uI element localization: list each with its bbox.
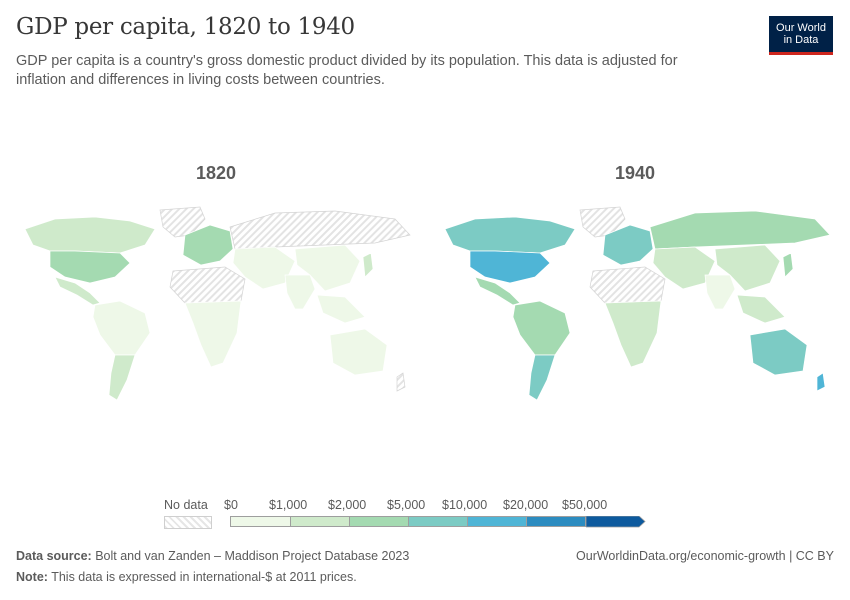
region-south-america-south[interactable]: [108, 354, 136, 401]
legend-bin-label: $20,000: [503, 498, 549, 512]
footer-note-text: This data is expressed in international-…: [51, 570, 357, 584]
legend-bin-label: $0: [224, 498, 238, 512]
region-europe[interactable]: [182, 224, 234, 266]
footer-source-label: Data source:: [16, 549, 92, 563]
region-south-america-north[interactable]: [512, 300, 571, 356]
region-south-america-south[interactable]: [528, 354, 556, 401]
region-australia[interactable]: [749, 328, 808, 376]
region-usa[interactable]: [49, 250, 131, 284]
owid-logo[interactable]: Our World in Data: [769, 16, 833, 55]
logo-line-1: Our World: [776, 22, 826, 34]
region-africa-south[interactable]: [604, 300, 662, 368]
world-map-1820[interactable]: [5, 205, 420, 420]
region-mexico[interactable]: [54, 276, 101, 306]
legend-no-data-swatch[interactable]: [164, 516, 212, 529]
legend-bin-2[interactable]: [350, 516, 409, 527]
region-middle-east[interactable]: [652, 246, 716, 290]
legend-bin-0[interactable]: [230, 516, 291, 527]
legend-bin-label: $2,000: [328, 498, 367, 512]
legend-bin-label: $50,000: [562, 498, 608, 512]
chart-title: GDP per capita, 1820 to 1940: [16, 14, 355, 40]
legend-bin-6[interactable]: [586, 516, 646, 528]
region-africa-south[interactable]: [184, 300, 242, 368]
footer-source: Data source: Bolt and van Zanden – Maddi…: [16, 549, 409, 563]
logo-line-2: in Data: [783, 34, 819, 46]
region-australia[interactable]: [329, 328, 388, 376]
footer-link[interactable]: OurWorldinData.org/economic-growth | CC …: [576, 549, 834, 563]
legend-bin-1[interactable]: [291, 516, 350, 527]
legend-bin-6-arrow: [586, 516, 646, 528]
region-new-zealand[interactable]: [816, 372, 826, 392]
region-middle-east[interactable]: [232, 246, 296, 290]
legend-bin-label: $1,000: [269, 498, 308, 512]
region-japan[interactable]: [362, 252, 374, 278]
region-southeast-asia[interactable]: [316, 294, 366, 324]
legend-bin-3[interactable]: [409, 516, 468, 527]
region-south-america-north[interactable]: [92, 300, 151, 356]
region-russia[interactable]: [649, 210, 831, 250]
region-canada[interactable]: [24, 216, 156, 254]
legend-bin-label: $10,000: [442, 498, 488, 512]
region-new-zealand[interactable]: [396, 372, 406, 392]
region-china[interactable]: [714, 244, 781, 292]
region-southeast-asia[interactable]: [736, 294, 786, 324]
map-year-label-1820: 1820: [195, 163, 237, 183]
legend-bin-5[interactable]: [527, 516, 586, 527]
footer-source-text[interactable]: Bolt and van Zanden – Maddison Project D…: [95, 549, 410, 563]
region-india[interactable]: [284, 274, 316, 310]
region-india[interactable]: [704, 274, 736, 310]
region-usa[interactable]: [469, 250, 551, 284]
region-canada[interactable]: [444, 216, 576, 254]
footer-note-label: Note:: [16, 570, 48, 584]
region-japan[interactable]: [782, 252, 794, 278]
region-mexico[interactable]: [474, 276, 521, 306]
region-europe[interactable]: [602, 224, 654, 266]
legend-bin-label: $5,000: [387, 498, 426, 512]
world-map-1940[interactable]: [425, 205, 840, 420]
map-year-label-1940: 1940: [614, 163, 656, 183]
legend-no-data-label: No data: [164, 498, 208, 512]
region-china[interactable]: [294, 244, 361, 292]
region-russia[interactable]: [229, 210, 411, 250]
legend-bin-4[interactable]: [468, 516, 527, 527]
footer-note: Note: This data is expressed in internat…: [16, 570, 357, 584]
chart-subtitle: GDP per capita is a country's gross dome…: [16, 53, 678, 88]
color-legend: No data $0 $1,000 $2,000 $5,000 $10,000 …: [160, 498, 660, 534]
